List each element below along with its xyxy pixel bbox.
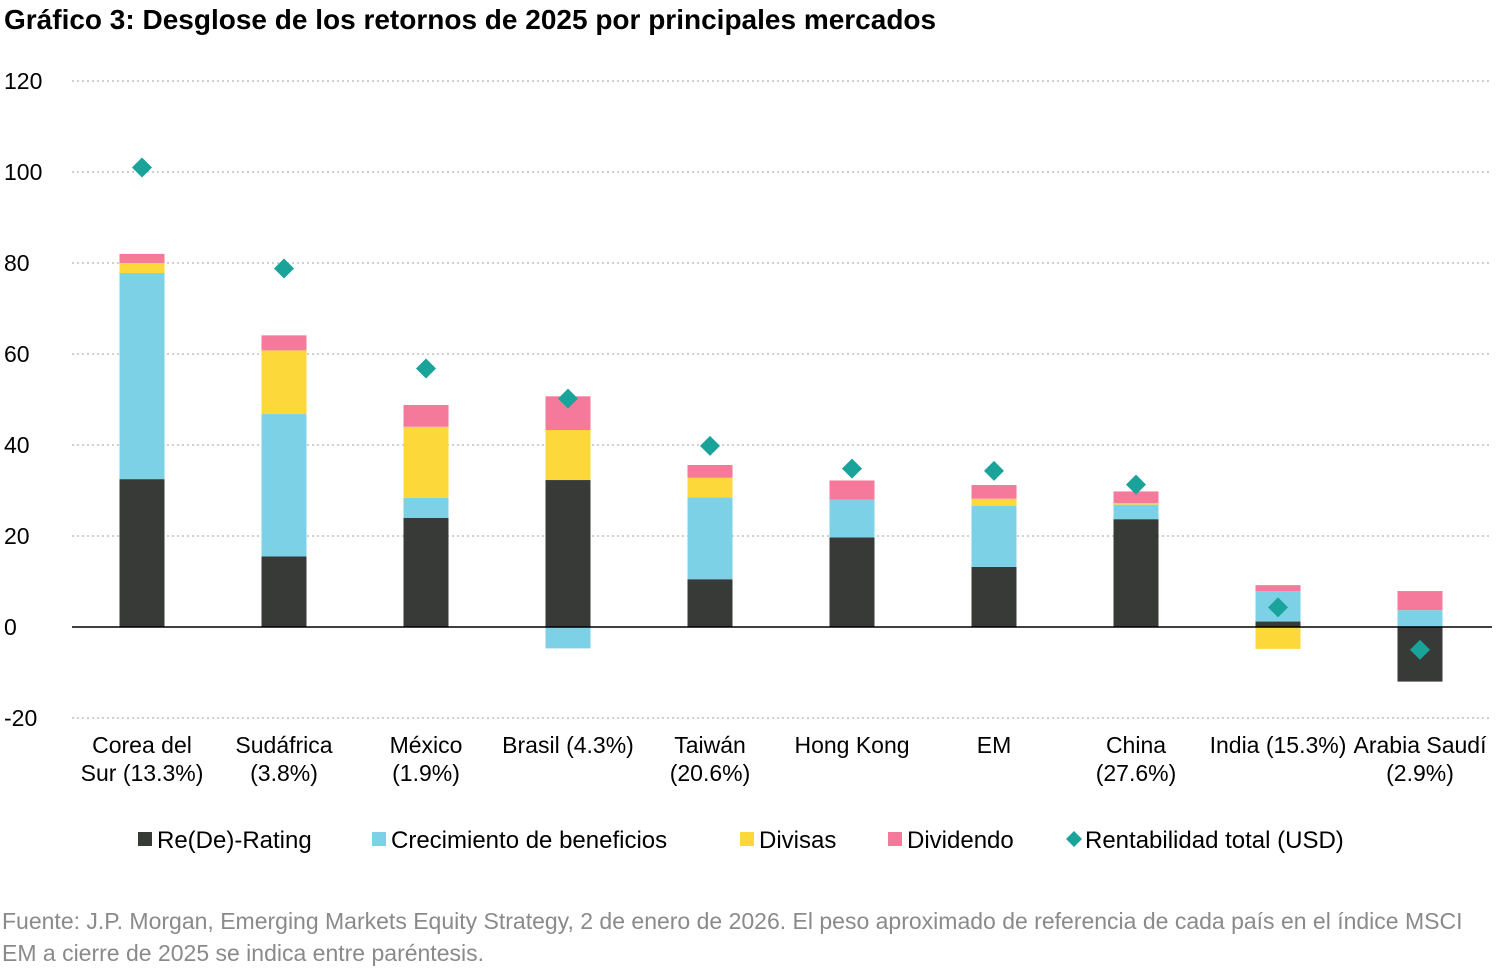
category-label: Corea del [92,732,192,758]
bar-segment-3 [1113,503,1159,505]
legend-label: Divisas [759,827,836,854]
category-label: (3.8%) [250,760,318,786]
total-return-marker [558,388,578,409]
bar-segment-2 [403,497,449,518]
total-return-marker [700,435,720,456]
legend-swatch [372,832,386,846]
legend: Re(De)-Rating Crecimiento de beneficios Di… [138,827,1344,854]
y-tick-label: -20 [4,705,37,731]
y-tick-label: 40 [4,432,30,458]
total-return-marker [1126,474,1146,495]
legend-swatch [888,832,902,846]
bar-segment-3 [403,426,449,498]
bar-segment-2 [1113,504,1159,520]
bar-segment-1 [971,566,1017,627]
y-tick-label: 20 [4,523,30,549]
bar-segment-4 [119,253,165,263]
category-label: Hong Kong [794,732,909,758]
total-return-marker [842,458,862,479]
category-label: México [390,732,463,758]
bar-segment-3 [1255,627,1301,649]
y-tick-label: 60 [4,341,30,367]
bar-segment-1 [403,517,449,627]
bar-segment-2 [1397,610,1443,627]
category-label: Taiwán [674,732,746,758]
y-axis-ticks: -20 0 20 40 60 80 100 120 [4,68,42,731]
bar-segment-4 [687,465,733,478]
bar-segment-1 [545,480,591,627]
total-return-marker [1268,597,1288,618]
category-label: (27.6%) [1096,760,1177,786]
y-tick-label: 100 [4,159,42,185]
bar-segment-1 [1113,519,1159,627]
bar-segment-1 [1255,621,1301,627]
category-label: EM [977,732,1012,758]
bar-segment-3 [687,477,733,498]
category-label: (20.6%) [670,760,751,786]
legend-swatch [138,832,152,846]
category-label: (2.9%) [1386,760,1454,786]
total-return-marker [984,460,1004,481]
bar-segment-1 [687,579,733,627]
source-footnote: Fuente: J.P. Morgan, Emerging Markets Eq… [2,908,1463,966]
bar-segment-3 [261,350,307,415]
bar-segment-2 [119,273,165,480]
bar-segment-2 [971,505,1017,567]
bar-segment-4 [971,485,1017,499]
legend-label: Crecimiento de beneficios [391,827,667,854]
total-return-marker [1410,639,1430,660]
y-tick-label: 120 [4,68,42,94]
total-return-marker [416,358,436,379]
bar-segment-4 [1397,591,1443,611]
legend-label: Re(De)-Rating [157,827,312,854]
bar-segment-2 [829,499,875,538]
bar-segment-4 [261,335,307,351]
total-return-marker [132,157,152,178]
chart-title: Gráfico 3: Desglose de los retornos de 2… [4,4,937,35]
bar-segment-2 [261,414,307,557]
category-label: Arabia Saudí [1354,732,1488,758]
bar-segment-1 [829,537,875,627]
bar-segment-3 [545,429,591,481]
category-label: China [1106,732,1166,758]
category-label: Sudáfrica [235,732,332,758]
category-label: Sur (13.3%) [81,760,204,786]
bar-segment-4 [829,480,875,500]
total-return-markers [132,157,1430,660]
gridlines [72,80,1492,719]
category-label: (1.9%) [392,760,460,786]
y-tick-label: 80 [4,250,30,276]
category-label: Brasil (4.3%) [502,732,634,758]
legend-label: Dividendo [907,827,1014,854]
legend-label: Rentabilidad total (USD) [1085,827,1344,854]
bar-segment-1 [261,556,307,627]
legend-swatch [1066,831,1082,847]
bar-segment-3 [119,263,165,274]
bar-segment-4 [1113,491,1159,504]
legend-swatch [740,832,754,846]
bars [119,253,1443,682]
bar-segment-2 [545,627,591,649]
bar-segment-4 [403,404,449,427]
category-label: India (15.3%) [1210,732,1347,758]
bar-segment-3 [971,498,1017,506]
bar-segment-2 [687,497,733,580]
total-return-marker [274,258,294,279]
bar-segment-4 [1255,585,1301,592]
y-tick-label: 0 [4,614,17,640]
bar-segment-1 [119,479,165,627]
